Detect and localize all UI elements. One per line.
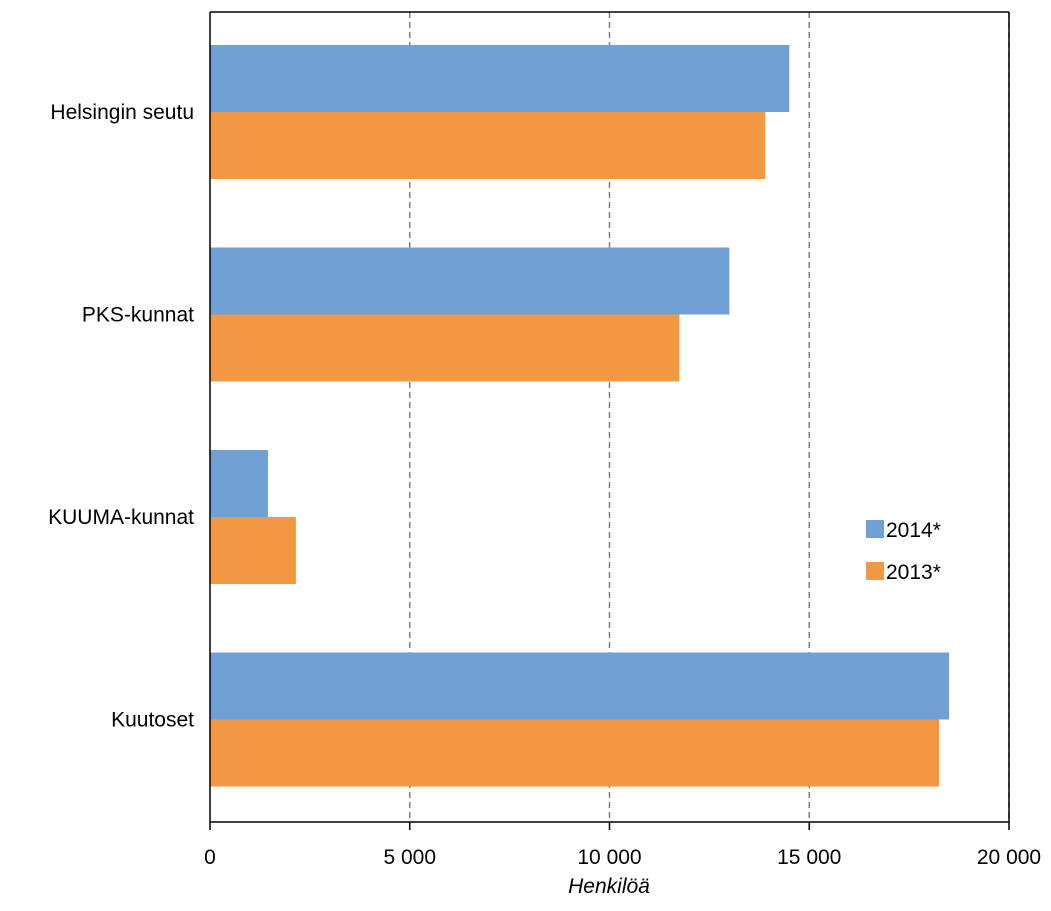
category-label-3: Kuutoset xyxy=(111,709,194,732)
x-tick-label-1: 5 000 xyxy=(383,846,436,869)
axes xyxy=(209,11,1010,830)
x-tick-labels: 0 5 000 10 000 15 000 20 000 xyxy=(204,846,1041,869)
category-label-2: KUUMA-kunnat xyxy=(48,506,194,529)
category-labels: Helsingin seutu PKS-kunnat KUUMA-kunnat Kuu… xyxy=(48,101,194,732)
bars xyxy=(210,45,950,787)
bar-series-a-2 xyxy=(210,450,268,517)
bar-series-a-3 xyxy=(210,652,950,720)
legend-swatch-1 xyxy=(866,562,884,580)
bar-series-b-2 xyxy=(210,517,296,584)
legend-label-1: 2013* xyxy=(886,561,941,584)
legend-swatch-0 xyxy=(866,520,884,538)
bar-series-b-0 xyxy=(210,112,766,179)
x-tick-label-4: 20 000 xyxy=(977,846,1041,869)
legend-label-0: 2014* xyxy=(886,519,941,542)
x-tick-label-0: 0 xyxy=(204,846,216,869)
x-tick-label-3: 15 000 xyxy=(777,846,841,869)
bar-series-b-3 xyxy=(210,719,940,787)
bar-series-b-1 xyxy=(210,314,680,382)
x-axis-title: Henkilöä xyxy=(568,875,650,898)
bar-series-a-0 xyxy=(210,45,790,112)
x-tick-label-2: 10 000 xyxy=(577,846,641,869)
legend: 2014* 2013* xyxy=(866,519,941,584)
category-label-0: Helsingin seutu xyxy=(50,101,194,124)
bar-series-a-1 xyxy=(210,247,730,315)
category-label-1: PKS-kunnat xyxy=(82,304,194,327)
